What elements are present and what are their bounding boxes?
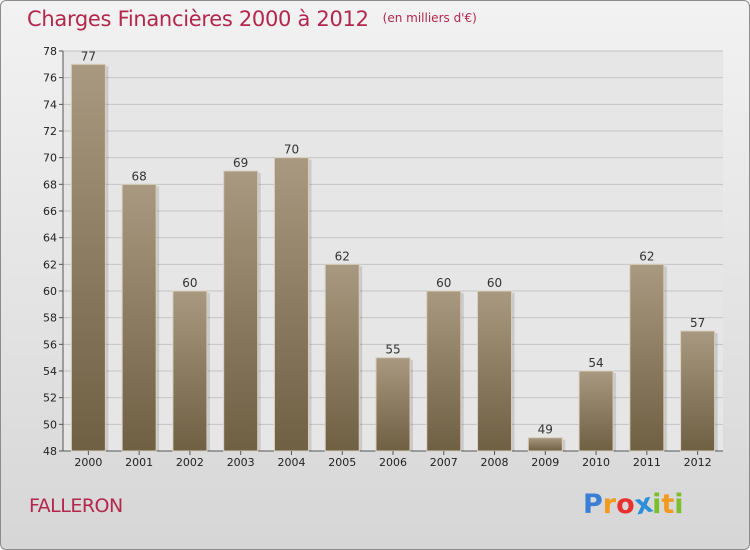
data-label: 49	[538, 423, 553, 437]
y-tick-label: 62	[43, 258, 57, 271]
bar	[477, 290, 513, 452]
data-label: 57	[690, 316, 705, 330]
bar	[578, 370, 614, 452]
bar	[70, 63, 106, 452]
data-label: 69	[233, 156, 248, 170]
y-tick-label: 48	[43, 445, 57, 458]
y-tick-label: 66	[43, 205, 57, 218]
x-tick-label: 2000	[74, 456, 102, 469]
bar	[172, 290, 208, 452]
bar	[680, 330, 716, 452]
x-tick-label: 2009	[531, 456, 559, 469]
bar	[223, 170, 259, 452]
y-tick-label: 58	[43, 312, 57, 325]
y-tick-label: 72	[43, 125, 57, 138]
bar	[629, 263, 665, 452]
y-tick-label: 64	[43, 232, 57, 245]
chart-subtitle: (en milliers d'€)	[382, 11, 477, 25]
data-label: 54	[588, 356, 603, 370]
proxiti-logo: Proxiti	[583, 488, 684, 522]
bar	[527, 437, 563, 452]
x-tick-label: 2007	[430, 456, 458, 469]
data-label: 60	[487, 276, 502, 290]
logo-letter: t	[661, 489, 675, 520]
y-tick-label: 56	[43, 338, 57, 351]
x-tick-label: 2002	[176, 456, 204, 469]
bar	[375, 357, 411, 452]
bar	[426, 290, 462, 452]
logo-letter: i	[674, 489, 684, 520]
x-tick-label: 2010	[582, 456, 610, 469]
logo-letter: r	[602, 489, 617, 520]
y-tick-label: 52	[43, 392, 57, 405]
data-label: 62	[335, 249, 350, 263]
x-tick-label: 2003	[227, 456, 255, 469]
data-label: 77	[81, 49, 96, 63]
title-row: Charges Financières 2000 à 2012 (en milli…	[27, 7, 477, 31]
x-tick-label: 2004	[277, 456, 305, 469]
x-tick-label: 2006	[379, 456, 407, 469]
logo-letter: P	[583, 489, 603, 520]
y-tick-label: 78	[43, 45, 57, 58]
data-label: 62	[639, 249, 654, 263]
y-tick-label: 68	[43, 178, 57, 191]
commune-name: FALLERON	[29, 495, 123, 517]
chart-title: Charges Financières 2000 à 2012	[27, 7, 369, 31]
x-tick-label: 2008	[481, 456, 509, 469]
y-tick-label: 76	[43, 72, 57, 85]
data-label: 55	[385, 343, 400, 357]
x-tick-label: 2001	[125, 456, 153, 469]
y-tick-label: 60	[43, 285, 57, 298]
x-tick-label: 2005	[328, 456, 356, 469]
logo-letter: i	[652, 489, 662, 520]
y-tick-label: 70	[43, 152, 57, 165]
y-tick-label: 74	[43, 98, 57, 111]
data-label: 70	[284, 143, 299, 157]
x-tick-label: 2011	[633, 456, 661, 469]
data-label: 68	[132, 169, 147, 183]
y-tick-label: 54	[43, 365, 57, 378]
bar	[121, 183, 157, 452]
logo-letter: o	[616, 489, 635, 520]
data-label: 60	[436, 276, 451, 290]
y-tick-label: 50	[43, 418, 57, 431]
bar	[324, 263, 360, 452]
bar	[273, 157, 309, 452]
data-label: 60	[182, 276, 197, 290]
x-tick-label: 2012	[684, 456, 712, 469]
